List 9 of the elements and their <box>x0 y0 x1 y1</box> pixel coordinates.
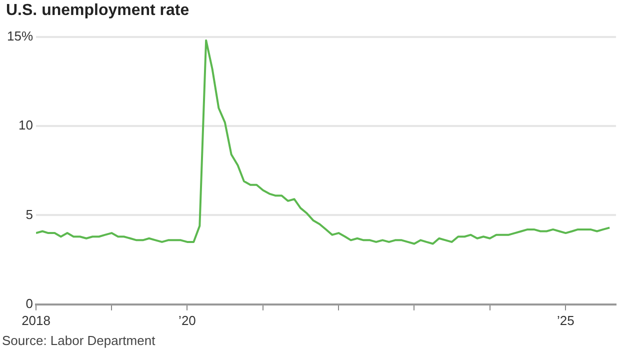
x-tick-label: 2018 <box>22 312 50 328</box>
y-tick-label: 0 <box>26 296 34 311</box>
y-tick-label: 10 <box>18 118 34 133</box>
y-tick-label: 5 <box>26 206 34 222</box>
x-tick-label: ’20 <box>178 312 196 328</box>
chart-title: U.S. unemployment rate <box>6 2 190 20</box>
x-tick-label: ’25 <box>556 312 574 328</box>
y-tick-label: 15% <box>6 28 34 44</box>
source-note: Source: Labor Department <box>2 333 156 348</box>
